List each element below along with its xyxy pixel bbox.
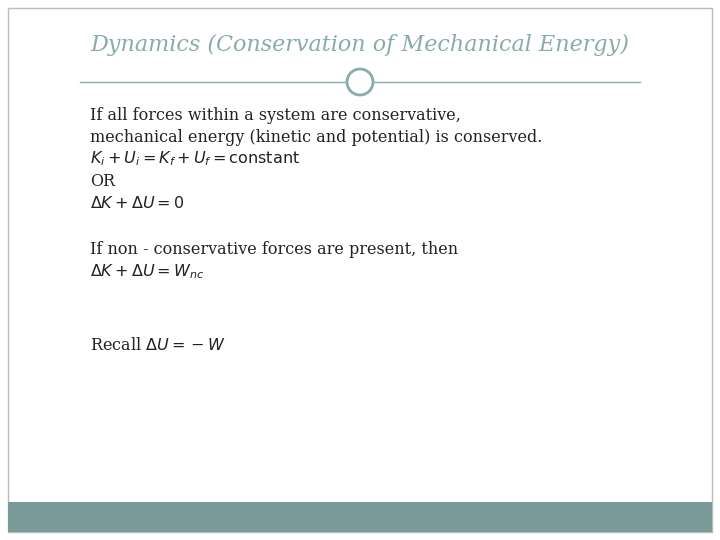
Text: $\Delta K + \Delta U = W_{nc}$: $\Delta K + \Delta U = W_{nc}$ <box>90 262 204 281</box>
Text: $K_i + U_i = K_f + U_f = \mathrm{constant}$: $K_i + U_i = K_f + U_f = \mathrm{constan… <box>90 150 300 168</box>
Circle shape <box>347 69 373 95</box>
FancyBboxPatch shape <box>8 8 712 532</box>
Text: Dynamics (Conservation of Mechanical Energy): Dynamics (Conservation of Mechanical Ene… <box>91 34 629 56</box>
Text: mechanical energy (kinetic and potential) is conserved.: mechanical energy (kinetic and potential… <box>90 129 542 145</box>
Text: Recall $\Delta U = -W$: Recall $\Delta U = -W$ <box>90 336 225 354</box>
FancyBboxPatch shape <box>8 502 712 532</box>
Text: If non - conservative forces are present, then: If non - conservative forces are present… <box>90 241 458 259</box>
Text: If all forces within a system are conservative,: If all forces within a system are conser… <box>90 106 461 124</box>
Text: OR: OR <box>90 172 115 190</box>
Text: $\Delta K + \Delta U = 0$: $\Delta K + \Delta U = 0$ <box>90 194 184 212</box>
